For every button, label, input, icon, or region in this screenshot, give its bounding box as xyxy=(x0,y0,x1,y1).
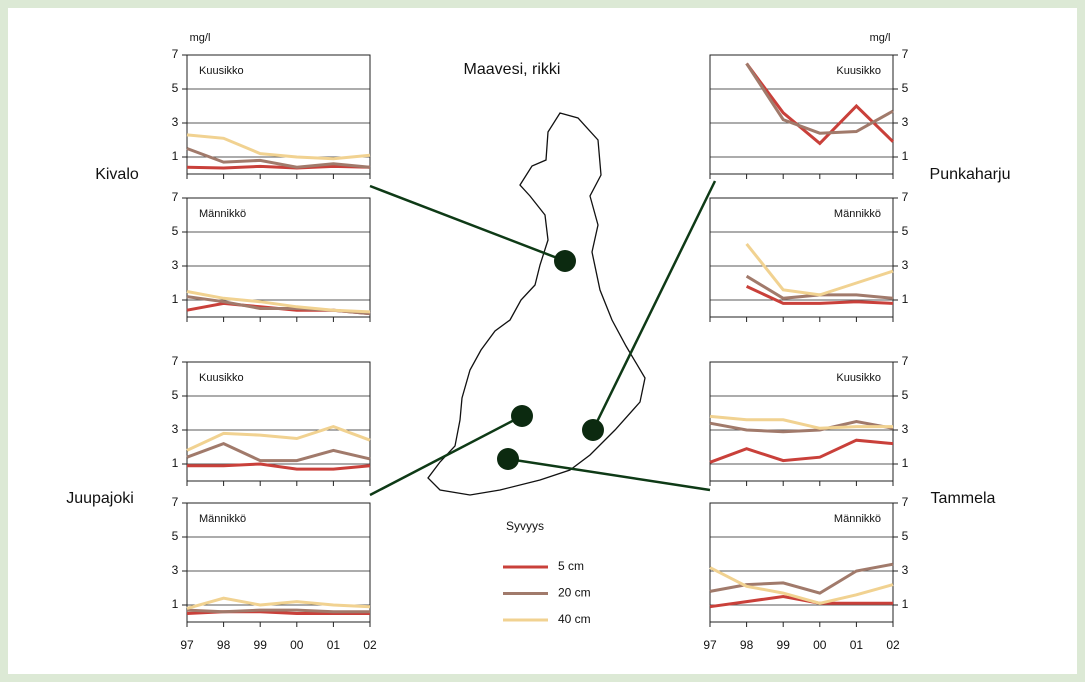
legend-label: 40 cm xyxy=(558,612,591,626)
connector xyxy=(369,414,523,497)
data-line xyxy=(186,164,371,170)
y-tick-label: 3 xyxy=(172,563,179,577)
data-line xyxy=(709,438,894,464)
y-tick-label: 1 xyxy=(172,597,179,611)
site-dot xyxy=(554,250,576,272)
data-line xyxy=(186,290,371,314)
site-label: Punkaharju xyxy=(930,166,1011,183)
y-tick-label: 5 xyxy=(172,224,179,238)
x-tick-label: 01 xyxy=(850,638,864,652)
y-tick-label: 5 xyxy=(902,81,909,95)
data-line xyxy=(186,441,371,463)
y-tick-label: 3 xyxy=(172,258,179,272)
panel-title: Kuusikko xyxy=(199,65,244,77)
panel-title: Kuusikko xyxy=(836,65,881,77)
panel-title: Männikkö xyxy=(834,513,881,525)
x-tick-label: 98 xyxy=(217,638,231,652)
connectors xyxy=(369,180,717,497)
data-line xyxy=(745,242,894,297)
x-tick-label: 01 xyxy=(327,638,341,652)
y-tick-label: 5 xyxy=(172,388,179,402)
site-label: Tammela xyxy=(931,490,996,507)
panel-title: Kuusikko xyxy=(836,372,881,384)
site-dots xyxy=(497,250,604,470)
data-line xyxy=(187,462,371,471)
panel-title: Männikkö xyxy=(834,208,881,220)
panel-title: Männikkö xyxy=(199,208,246,220)
y-tick-label: 5 xyxy=(172,81,179,95)
x-tick-label: 97 xyxy=(180,638,194,652)
y-tick-label: 7 xyxy=(902,47,909,61)
y-tick-label: 1 xyxy=(902,597,909,611)
site-dot xyxy=(497,448,519,470)
y-tick-label: 5 xyxy=(902,388,909,402)
data-line xyxy=(709,594,893,609)
panel-title: Kuusikko xyxy=(199,372,244,384)
y-tick-label: 5 xyxy=(902,224,909,238)
x-tick-label: 02 xyxy=(363,638,377,652)
x-tick-label: 02 xyxy=(886,638,900,652)
panel-title: Männikkö xyxy=(199,513,246,525)
y-tick-label: 7 xyxy=(902,354,909,368)
x-tick-label: 98 xyxy=(740,638,754,652)
connector xyxy=(591,180,717,431)
site-label: Kivalo xyxy=(95,166,139,183)
site-label: Juupajoki xyxy=(66,490,134,507)
y-tick-label: 3 xyxy=(172,115,179,129)
y-tick-label: 1 xyxy=(902,149,909,163)
y-tick-label: 1 xyxy=(172,292,179,306)
connector xyxy=(507,457,711,492)
legend-label: 20 cm xyxy=(558,586,591,600)
y-tick-label: 1 xyxy=(172,149,179,163)
y-tick-label: 3 xyxy=(902,563,909,577)
data-line xyxy=(745,62,895,146)
finland-map xyxy=(427,112,646,496)
figure-title: Maavesi, rikki xyxy=(464,61,561,78)
x-tick-label: 97 xyxy=(703,638,717,652)
y-tick-label: 1 xyxy=(902,456,909,470)
data-line xyxy=(186,608,370,614)
y-tick-label: 7 xyxy=(902,495,909,509)
y-tick-label: 3 xyxy=(902,422,909,436)
y-tick-label: 7 xyxy=(172,354,179,368)
x-tick-label: 99 xyxy=(777,638,791,652)
y-tick-label: 5 xyxy=(902,529,909,543)
data-line xyxy=(186,133,371,161)
y-tick-label: 1 xyxy=(172,456,179,470)
data-line xyxy=(709,562,894,595)
y-tick-label: 7 xyxy=(172,47,179,61)
data-line xyxy=(745,62,894,135)
y-tick-label: 3 xyxy=(172,422,179,436)
y-tick-label: 7 xyxy=(172,495,179,509)
y-tick-label: 7 xyxy=(172,190,179,204)
x-tick-label: 00 xyxy=(290,638,304,652)
data-line xyxy=(709,414,893,430)
unit-label: mg/l xyxy=(190,32,211,44)
y-tick-label: 1 xyxy=(902,292,909,306)
y-tick-label: 3 xyxy=(902,258,909,272)
data-line xyxy=(709,566,894,605)
data-line xyxy=(186,147,371,169)
x-tick-label: 00 xyxy=(813,638,827,652)
connector xyxy=(369,184,566,263)
y-tick-label: 3 xyxy=(902,115,909,129)
legend-label: 5 cm xyxy=(558,559,584,573)
unit-label: mg/l xyxy=(870,32,891,44)
y-tick-label: 5 xyxy=(172,529,179,543)
y-tick-label: 7 xyxy=(902,190,909,204)
data-line xyxy=(745,285,894,305)
site-dot xyxy=(582,419,604,441)
x-tick-label: 99 xyxy=(254,638,268,652)
legend-title: Syvyys xyxy=(506,519,544,533)
site-dot xyxy=(511,405,533,427)
data-line xyxy=(186,596,371,610)
data-line xyxy=(709,419,894,434)
data-line xyxy=(186,425,371,452)
